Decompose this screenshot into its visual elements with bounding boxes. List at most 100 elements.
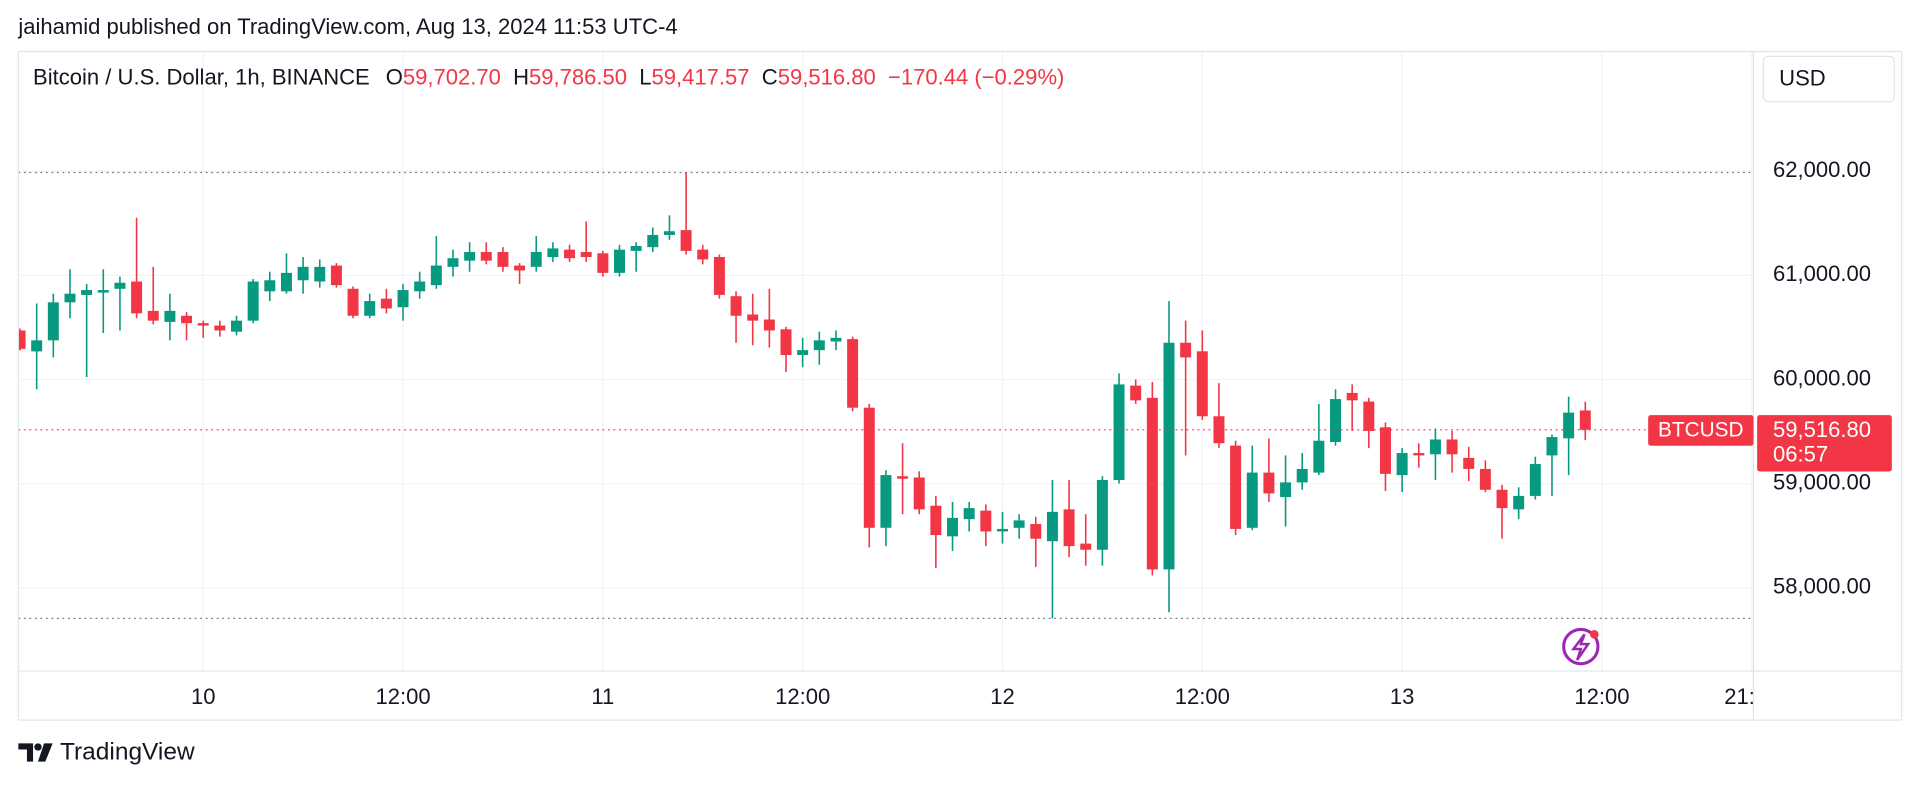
candle-body: [1163, 342, 1175, 570]
candle-body: [97, 290, 109, 293]
candle-body: [897, 476, 909, 479]
candle-body: [247, 281, 259, 321]
candle-body: [380, 298, 392, 309]
x-tick-label: 12:00: [1175, 684, 1230, 709]
candle-body: [780, 329, 792, 356]
y-axis: 58,000.00 59,000.00 60,000.00 61,000.00 62,0…: [1773, 157, 1871, 599]
candle-body: [1479, 468, 1491, 490]
x-tick-label: 13: [1390, 684, 1415, 709]
candle-body: [930, 505, 942, 536]
candle-body: [763, 319, 775, 331]
candle-body: [813, 340, 825, 351]
candle-body: [1296, 468, 1308, 483]
candle-body: [713, 257, 725, 295]
candle-body: [147, 310, 159, 321]
symbol-label: BTCUSD: [1658, 419, 1744, 442]
candle-body: [797, 350, 809, 356]
x-tick-label: 12: [990, 684, 1015, 709]
candle-body: [1313, 440, 1325, 473]
candle-body: [181, 315, 193, 324]
candle-body: [114, 282, 126, 289]
candle-body: [314, 266, 326, 282]
candle-body: [514, 265, 526, 271]
candles: [18, 172, 1754, 619]
candle-body: [697, 249, 709, 260]
y-tick-label: 60,000.00: [1773, 365, 1871, 390]
y-tick-label: 62,000.00: [1773, 157, 1871, 182]
candle-body: [47, 302, 59, 341]
candle-body: [447, 258, 459, 267]
candle-body: [580, 252, 592, 258]
change: −170.44 (−0.29%): [888, 64, 1064, 89]
frame: [17, 50, 1903, 721]
countdown: 06:57: [1773, 441, 1828, 466]
candle-body: [663, 231, 675, 235]
candle-body: [880, 475, 892, 528]
currency: USD: [1779, 65, 1826, 90]
candle-body: [1379, 427, 1391, 474]
brand-logo: [18, 743, 53, 762]
candle-body: [164, 310, 176, 322]
candle-body: [1413, 453, 1425, 456]
candle-body: [297, 266, 309, 281]
candle-body: [1396, 453, 1408, 476]
candle-body: [214, 325, 226, 331]
attribution: jaihamid published on TradingView.com, A…: [17, 14, 677, 39]
candle-body: [530, 252, 542, 267]
candle-body: [963, 508, 975, 520]
candle-body: [996, 528, 1008, 532]
candle-body: [1063, 509, 1075, 547]
ohlc-key: C: [762, 64, 778, 89]
candle-body: [330, 265, 342, 286]
candle-body: [597, 253, 609, 273]
y-tick-label: 61,000.00: [1773, 261, 1871, 286]
candle-body: [747, 314, 759, 321]
x-tick-label: 12:00: [375, 684, 430, 709]
candle-body: [564, 249, 576, 259]
x-tick-label: 21:00: [1724, 684, 1779, 709]
candle-body: [1330, 399, 1342, 442]
candle-body: [1363, 401, 1375, 431]
candle-body: [947, 517, 959, 537]
candle-body: [1263, 472, 1275, 494]
candle-body: [64, 293, 76, 303]
candle-body: [1529, 464, 1541, 496]
candle-body: [414, 281, 426, 292]
candle-body: [680, 230, 692, 251]
x-tick-label: 10: [191, 684, 216, 709]
alert-icon[interactable]: [1562, 627, 1600, 666]
y-tick-label: 59,000.00: [1773, 469, 1871, 494]
x-tick-label: 12:00: [1574, 684, 1629, 709]
ohlc-key: O: [386, 64, 403, 89]
ohlc-key: H: [513, 64, 529, 89]
candle-body: [1463, 457, 1475, 469]
candle-body: [18, 330, 26, 349]
candle-body: [980, 510, 992, 532]
candle-body: [1546, 437, 1558, 456]
x-axis: 10 12:00 11 12:00 12 12:00 13 12:00 21:00: [191, 684, 1779, 709]
candle-body: [464, 252, 476, 261]
candle-body: [231, 320, 242, 332]
candle-body: [730, 296, 742, 316]
candle-body: [480, 252, 492, 261]
candle-body: [1130, 385, 1142, 401]
currency-button[interactable]: [1762, 55, 1895, 103]
candle-body: [1246, 472, 1258, 528]
candle-body: [1113, 384, 1125, 480]
candle-body: [364, 301, 376, 316]
candle-body: [863, 407, 875, 528]
candle-body: [630, 246, 642, 251]
candle-body: [1146, 397, 1158, 570]
candle-body: [913, 477, 925, 510]
candle-body: [1513, 495, 1525, 510]
ohlc: O59,702.70 H59,786.50 L59,417.57 C59,516.80…: [386, 64, 1065, 89]
candle-body: [1046, 511, 1058, 542]
candle-body: [1346, 392, 1358, 401]
candle-body: [1280, 482, 1292, 498]
y-tick-label: 58,000.00: [1773, 574, 1871, 599]
candle-body: [613, 249, 625, 273]
candle-body: [1096, 479, 1108, 550]
ohlc-value: 59,516.80: [778, 64, 876, 89]
grid: [18, 51, 1754, 672]
